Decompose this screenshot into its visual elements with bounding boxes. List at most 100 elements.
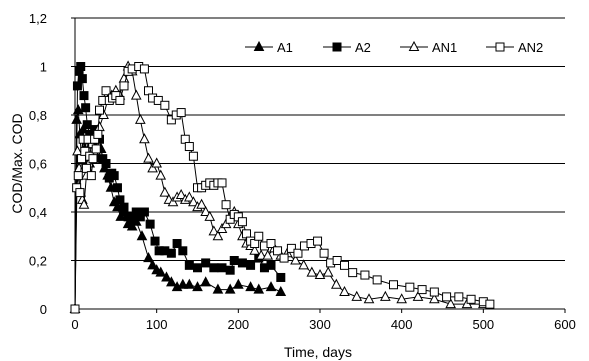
data-point-a2 bbox=[237, 258, 247, 268]
data-point-an1 bbox=[208, 225, 220, 236]
legend-marker-a2 bbox=[332, 42, 342, 52]
data-point-a2 bbox=[109, 171, 119, 181]
data-point-an2 bbox=[73, 171, 83, 181]
data-point-an2 bbox=[279, 253, 289, 263]
data-point-an2 bbox=[442, 292, 452, 302]
data-point-an2 bbox=[93, 129, 103, 139]
data-point-an1 bbox=[130, 89, 142, 100]
y-tick-label: 1 bbox=[40, 60, 47, 75]
legend-item-an2: AN2 bbox=[486, 40, 543, 55]
data-point-an2 bbox=[237, 217, 247, 227]
data-point-an1 bbox=[155, 169, 167, 180]
data-point-an2 bbox=[115, 95, 125, 105]
data-point-an2 bbox=[332, 256, 342, 265]
legend-item-a1: A1 bbox=[245, 40, 293, 55]
data-point-an2 bbox=[160, 100, 170, 110]
data-point-a1 bbox=[126, 220, 138, 231]
x-tick-label: 0 bbox=[71, 317, 78, 332]
data-point-an1 bbox=[380, 290, 391, 301]
data-point-an2 bbox=[88, 154, 98, 164]
data-point-a2 bbox=[229, 256, 239, 265]
data-point-a2 bbox=[166, 248, 176, 258]
data-point-an1 bbox=[322, 266, 334, 277]
data-point-an1 bbox=[143, 152, 154, 163]
data-point-an1 bbox=[339, 285, 350, 297]
data-point-a1 bbox=[275, 285, 287, 297]
legend-marker-a1 bbox=[253, 40, 265, 51]
series-an2 bbox=[70, 62, 495, 314]
data-point-an1 bbox=[255, 249, 267, 260]
data-point-an2 bbox=[221, 200, 231, 210]
data-point-an2 bbox=[75, 188, 85, 198]
data-point-a2 bbox=[266, 260, 276, 270]
data-point-an2 bbox=[389, 280, 398, 290]
x-tick-labels: 0 100 200 300 400 500 600 bbox=[71, 317, 575, 332]
data-point-a2 bbox=[172, 239, 182, 249]
data-point-an1 bbox=[363, 293, 375, 304]
data-point-a2 bbox=[145, 219, 155, 229]
data-point-a1 bbox=[212, 283, 224, 294]
data-point-an1 bbox=[412, 290, 424, 301]
data-point-a1 bbox=[253, 283, 265, 294]
data-point-a2 bbox=[81, 103, 91, 113]
legend-label-an1: AN1 bbox=[432, 40, 457, 55]
data-point-an1 bbox=[290, 254, 301, 265]
data-point-a1 bbox=[192, 281, 203, 292]
data-point-an1 bbox=[188, 196, 199, 207]
data-point-an1 bbox=[139, 133, 150, 144]
data-point-a2 bbox=[225, 265, 235, 275]
data-point-an1 bbox=[216, 222, 228, 233]
data-point-a2 bbox=[184, 260, 194, 270]
data-point-an2 bbox=[184, 142, 194, 152]
y-tick-label: 0 bbox=[40, 302, 47, 317]
data-point-an1 bbox=[184, 191, 195, 202]
legend-label-a2: A2 bbox=[355, 40, 371, 55]
data-point-a1 bbox=[265, 281, 277, 292]
legend-label-a1: A1 bbox=[277, 40, 293, 55]
axes bbox=[71, 17, 566, 313]
data-point-a2 bbox=[112, 183, 122, 193]
legend-marker-an1 bbox=[408, 40, 420, 51]
data-point-an2 bbox=[119, 81, 129, 91]
data-point-a2 bbox=[209, 263, 219, 273]
legend-marker-an2 bbox=[495, 42, 505, 52]
data-point-an1 bbox=[200, 205, 211, 216]
data-point-an2 bbox=[80, 146, 90, 156]
data-point-a1 bbox=[166, 276, 177, 287]
data-point-an1 bbox=[135, 113, 146, 124]
x-tick-label: 500 bbox=[472, 317, 494, 332]
data-point-a2 bbox=[101, 159, 111, 168]
data-point-a1 bbox=[224, 283, 236, 294]
x-tick-label: 600 bbox=[554, 317, 576, 332]
data-point-a1 bbox=[147, 259, 158, 270]
data-point-a1 bbox=[184, 278, 195, 289]
data-point-an2 bbox=[485, 299, 495, 309]
data-point-an2 bbox=[293, 248, 303, 258]
data-point-an2 bbox=[81, 163, 91, 173]
data-point-an1 bbox=[78, 198, 90, 209]
data-point-an1 bbox=[167, 196, 179, 207]
data-point-a2 bbox=[119, 202, 129, 212]
data-point-a1 bbox=[115, 210, 127, 221]
y-tick-label: 0,6 bbox=[29, 157, 47, 172]
data-point-a2 bbox=[150, 236, 160, 246]
x-tick-label: 200 bbox=[227, 317, 249, 332]
data-point-an2 bbox=[313, 236, 323, 246]
data-point-a1 bbox=[136, 230, 148, 241]
y-tick-label: 1,2 bbox=[29, 11, 47, 26]
data-point-an2 bbox=[466, 294, 476, 304]
data-point-a1 bbox=[143, 252, 154, 263]
data-point-a1 bbox=[72, 104, 84, 115]
data-point-an1 bbox=[331, 278, 342, 289]
data-point-an2 bbox=[70, 304, 80, 314]
data-point-an1 bbox=[249, 244, 260, 255]
x-axis-title: Time, days bbox=[284, 344, 352, 360]
data-point-a2 bbox=[193, 263, 202, 273]
data-point-an1 bbox=[151, 157, 162, 168]
data-point-a2 bbox=[72, 81, 82, 91]
data-point-an2 bbox=[188, 151, 198, 161]
data-point-an2 bbox=[405, 282, 415, 292]
data-point-an2 bbox=[101, 86, 111, 96]
data-point-a2 bbox=[79, 91, 89, 101]
